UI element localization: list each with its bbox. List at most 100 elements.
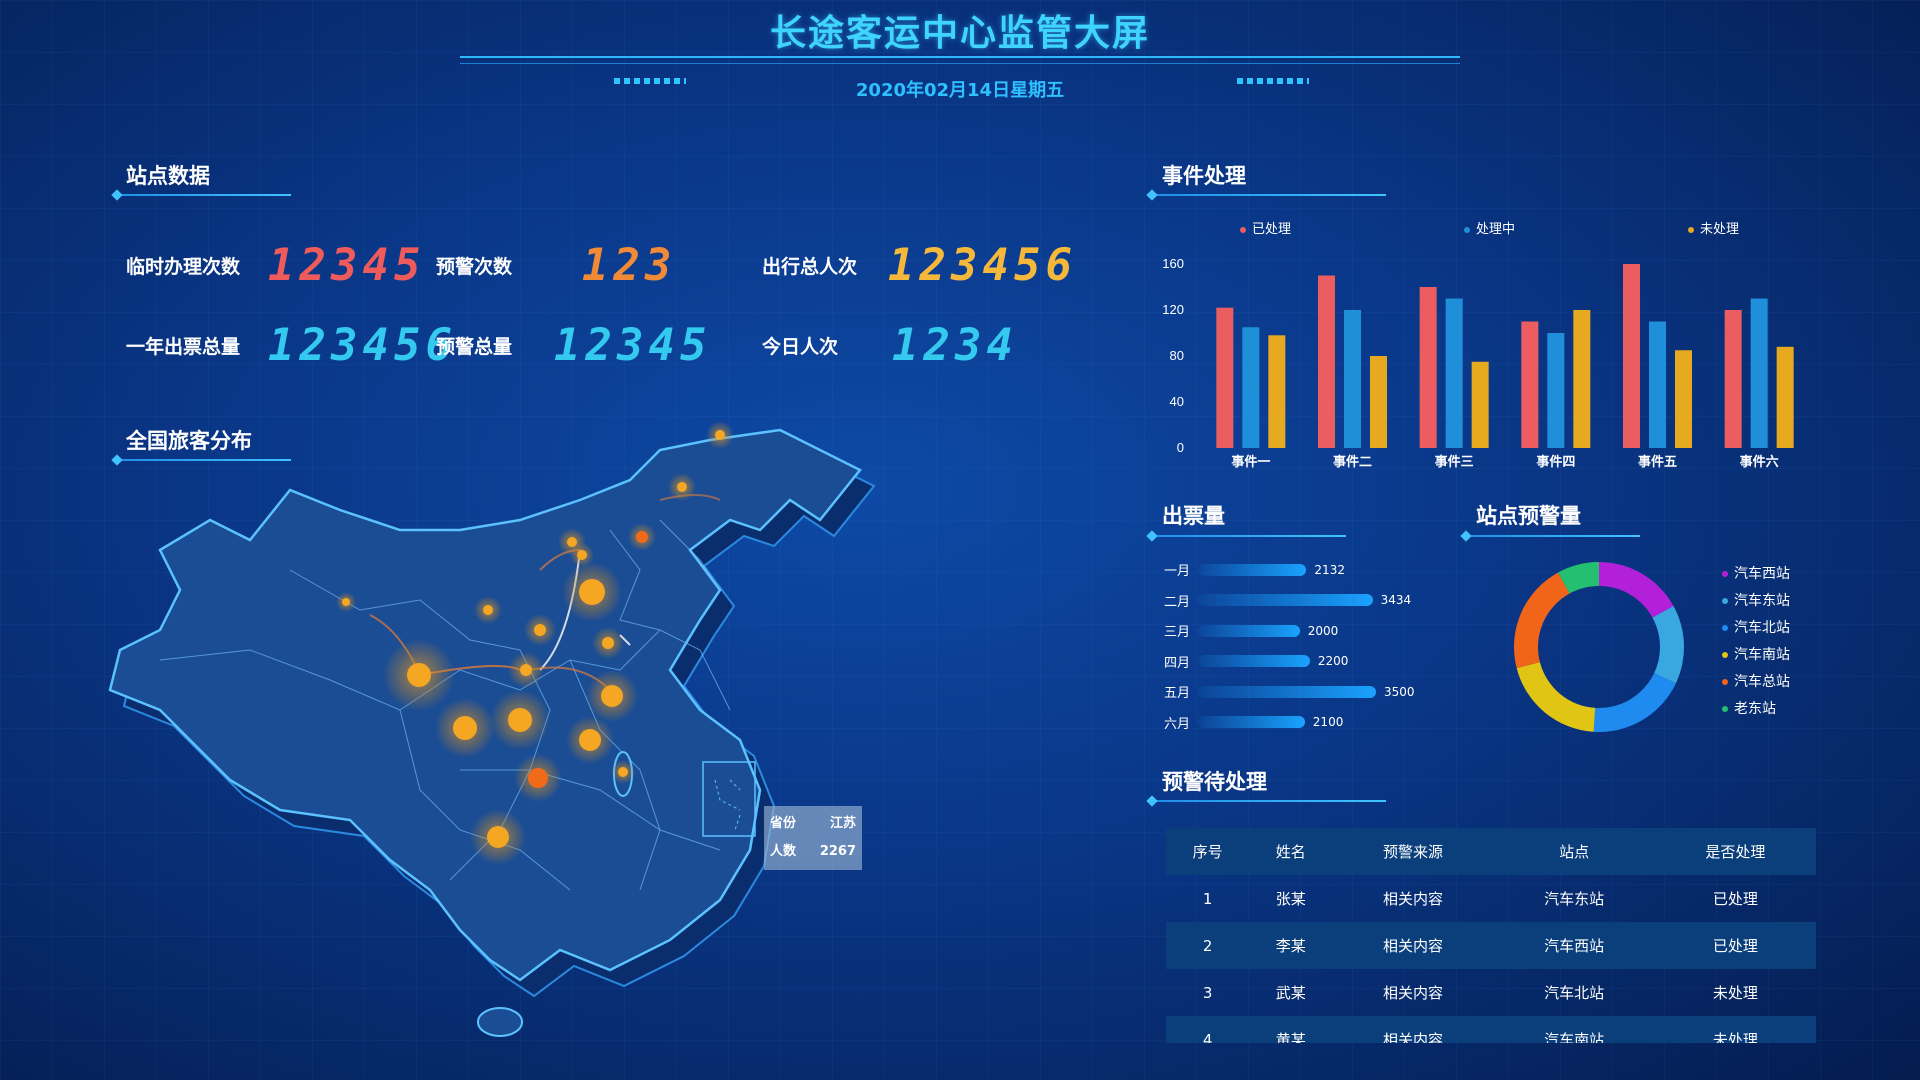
- y-tick-label: 160: [1162, 256, 1184, 271]
- cell-index: 2: [1202, 936, 1213, 955]
- legend-processed: 已处理: [1240, 218, 1291, 237]
- donut-slice[interactable]: [1593, 672, 1676, 732]
- donut-slice[interactable]: [1516, 662, 1596, 732]
- stat-value-annual-tickets: 123456: [268, 320, 457, 371]
- stat-label-today: 今日人次: [762, 336, 839, 358]
- station-warn-donut[interactable]: [1512, 560, 1687, 735]
- cell-station: 汽车北站: [1544, 984, 1605, 1002]
- cell-handled: 已处理: [1712, 890, 1758, 908]
- ticket-hbar-chart[interactable]: 一月 2132 二月 3434 三月 2000 四月 2200 五月 3500 六月 2100: [1150, 560, 1450, 760]
- legend-label-processed: 已处理: [1252, 222, 1292, 237]
- hbar-row: 一月 2132: [1150, 560, 1345, 580]
- cell-station: 汽车东站: [1544, 890, 1605, 908]
- station-warn-underline: [1466, 535, 1640, 537]
- donut-slice[interactable]: [1514, 572, 1570, 669]
- legend-dot-processing: [1464, 226, 1470, 233]
- legend-dot: [1722, 598, 1728, 604]
- th-station: 站点: [1559, 843, 1590, 861]
- bar-unprocessed[interactable]: [1776, 346, 1794, 448]
- legend-label: 汽车南站: [1734, 647, 1790, 663]
- bar-processing[interactable]: [1547, 333, 1565, 448]
- bar-unprocessed[interactable]: [1573, 310, 1591, 448]
- y-tick-label: 120: [1162, 302, 1184, 317]
- legend-dot: [1722, 625, 1728, 631]
- bar-unprocessed[interactable]: [1370, 356, 1387, 448]
- title-dots-left: [614, 78, 686, 84]
- table-row[interactable]: 4 黄某 相关内容 汽车南站 未处理: [1166, 1016, 1816, 1043]
- bar-processed[interactable]: [1318, 275, 1335, 449]
- bar-unprocessed[interactable]: [1471, 361, 1489, 448]
- x-tick-label: 事件三: [1435, 454, 1474, 469]
- station-data-title: 站点数据: [126, 164, 210, 188]
- y-tick-label: 40: [1170, 394, 1184, 409]
- table-row[interactable]: 3 武某 相关内容 汽车北站 未处理: [1166, 969, 1816, 1016]
- donut-legend-item: 老东站: [1722, 699, 1790, 726]
- bar-processing[interactable]: [1750, 298, 1768, 449]
- legend-unprocessed: 未处理: [1688, 218, 1739, 237]
- hbar-row: 六月 2100: [1150, 713, 1343, 732]
- donut-legend-item: 汽车东站: [1722, 591, 1790, 618]
- hbar-bar[interactable]: [1198, 594, 1373, 606]
- th-handled: 是否处理: [1705, 843, 1766, 861]
- tickets-title: 出票量: [1162, 504, 1225, 528]
- warn-table-container: 序号 姓名 预警来源 站点 是否处理 1 张某 相关内容 汽车东站 已处理 2 …: [1166, 828, 1816, 1043]
- hbar-bar[interactable]: [1198, 655, 1310, 667]
- scatter-points: [336, 421, 734, 865]
- stat-label-temp: 临时办理次数: [126, 256, 241, 278]
- cell-name: 张某: [1275, 890, 1306, 908]
- cell-station: 汽车南站: [1544, 1031, 1605, 1043]
- china-map[interactable]: [100, 410, 980, 1060]
- header-date: 2020年02月14日星期五: [855, 80, 1065, 101]
- x-tick-label: 事件六: [1740, 454, 1779, 469]
- hbar-bar[interactable]: [1198, 563, 1307, 576]
- bar-processing[interactable]: [1445, 298, 1463, 449]
- events-title: 事件处理: [1162, 164, 1246, 188]
- stat-label-warn-count: 预警次数: [436, 256, 513, 278]
- hbar-row: 五月 3500: [1150, 682, 1415, 702]
- bar-processed[interactable]: [1216, 307, 1234, 448]
- table-row[interactable]: 2 李某 相关内容 汽车西站 已处理: [1166, 922, 1816, 969]
- bar-processed[interactable]: [1623, 264, 1640, 448]
- bar-unprocessed[interactable]: [1268, 335, 1286, 448]
- donut-slice[interactable]: [1652, 606, 1684, 684]
- tooltip-value-count: 2267: [819, 844, 856, 859]
- hbar-bar[interactable]: [1198, 685, 1376, 698]
- donut-slice[interactable]: [1558, 562, 1599, 594]
- x-tick-label: 事件五: [1638, 454, 1677, 469]
- hbar-value: 2132: [1314, 562, 1345, 577]
- bar-processing[interactable]: [1242, 327, 1260, 448]
- pending-warn-underline: [1152, 800, 1386, 802]
- hbar-row: 三月 2000: [1150, 621, 1338, 641]
- hbar-bar[interactable]: [1198, 716, 1305, 728]
- donut-legend: 汽车西站 汽车东站 汽车北站 汽车南站 汽车总站 老东站: [1722, 564, 1790, 726]
- legend-dot: [1722, 571, 1728, 577]
- donut-slice[interactable]: [1599, 562, 1674, 618]
- hbar-row: 四月 2200: [1150, 652, 1348, 671]
- tickets-underline: [1152, 535, 1346, 537]
- table-header-row: 序号 姓名 预警来源 站点 是否处理: [1166, 828, 1816, 875]
- hbar-label: 二月: [1163, 594, 1190, 610]
- tooltip-key-province: 省份: [770, 816, 797, 831]
- legend-label: 老东站: [1734, 701, 1776, 717]
- legend-processing: 处理中: [1464, 218, 1515, 237]
- station-data-underline: [117, 194, 291, 196]
- title-divider-thin: [460, 63, 1460, 64]
- cell-source: 相关内容: [1382, 937, 1443, 955]
- table-row[interactable]: 1 张某 相关内容 汽车东站 已处理: [1166, 875, 1816, 922]
- bar-processed[interactable]: [1419, 287, 1437, 448]
- cell-station: 汽车西站: [1544, 937, 1605, 955]
- events-underline: [1152, 194, 1386, 196]
- national-dist-title: 全国旅客分布: [126, 429, 252, 453]
- cell-source: 相关内容: [1382, 984, 1443, 1002]
- bar-processing[interactable]: [1344, 310, 1361, 448]
- hbar-value: 2200: [1317, 654, 1349, 668]
- bar-processed[interactable]: [1521, 321, 1539, 449]
- event-bar-chart[interactable]: 0 40 80 120 160 事件一 事件二 事件三 事件四 事件五 事件六: [1150, 250, 1820, 480]
- bar-unprocessed[interactable]: [1675, 350, 1692, 448]
- bar-processed[interactable]: [1724, 310, 1742, 448]
- map-tooltip: 省份 江苏 人数 2267: [764, 806, 862, 870]
- bar-processing[interactable]: [1649, 321, 1666, 449]
- hbar-bar[interactable]: [1198, 624, 1300, 637]
- stat-value-warn-count: 123: [582, 240, 677, 291]
- cell-source: 相关内容: [1382, 1031, 1443, 1043]
